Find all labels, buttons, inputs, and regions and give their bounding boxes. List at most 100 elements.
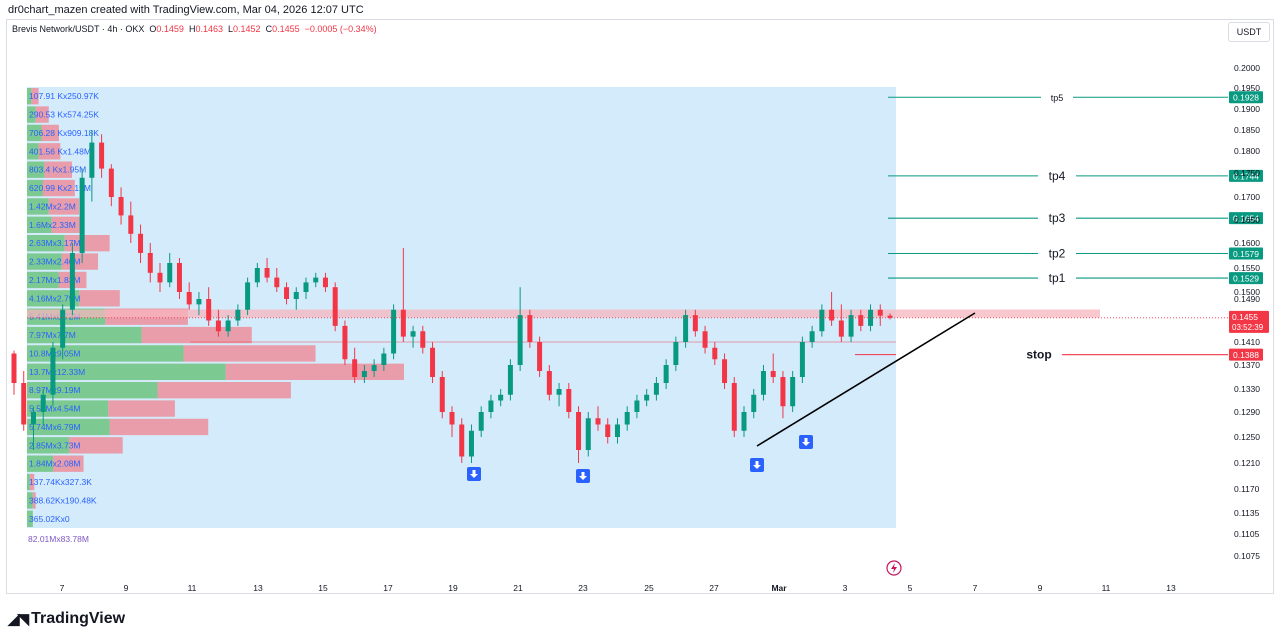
volume-profile-total: 82.01Mx83.78M [28,534,89,544]
candle-body [566,389,572,412]
close-label: C [265,24,273,34]
price-tag-text-tp2: 0.1579 [1233,249,1259,259]
candle-body [809,331,815,342]
candle-body [741,412,747,431]
candle-body [712,347,718,360]
volume-profile-buy-bar [27,492,33,509]
price-tag-stop [1229,348,1263,361]
y-axis-tick: 0.1290 [1234,407,1260,417]
candle-body [780,377,786,407]
volume-profile-sell-bar [108,400,175,417]
candle-body [449,412,455,425]
level-label-tp4: tp4 [1049,169,1066,183]
volume-profile-sell-bar [38,143,61,160]
volume-profile-label: 137.74Kx327.3K [29,477,92,487]
volume-profile-buy-bar [27,124,42,142]
volume-profile-buy-bar [27,473,30,491]
volume-profile-sell-bar [44,161,72,178]
volume-profile-buy-bar [27,253,62,270]
y-axis-tick: 0.1075 [1234,551,1260,561]
volume-profile-label: 2.17Mx1.83M [29,275,81,285]
candle-body [760,371,766,395]
candle-body [439,377,445,412]
candle-body [89,142,95,178]
volume-profile-label: 2.63Mx3.17M [29,238,81,248]
candle-body [692,315,698,332]
y-axis-tick: 0.1850 [1234,125,1260,135]
volume-profile-label: 7.97Mx7.7M [29,330,76,340]
y-axis-tick: 0.1105 [1234,529,1260,539]
volume-profile-label: 2.33Mx2.46M [29,257,81,267]
y-axis-tick: 0.1550 [1234,263,1260,273]
volume-profile-label: 290.53 Kx574.25K [29,110,99,120]
y-axis-tick: 0.1490 [1234,294,1260,304]
volume-profile-sell-bar [42,179,75,197]
candle-body [673,342,679,365]
candle-body [527,315,533,342]
y-axis-tick: 0.1250 [1234,432,1260,442]
volume-profile-label: 1.84Mx2.08M [29,459,81,469]
volume-profile-label: 1.6Mx2.33M [29,220,76,230]
x-axis-tick: 15 [318,583,328,593]
level-label-stop: stop [1026,348,1051,362]
candle-body [430,347,436,377]
candle-body [284,287,290,299]
volume-profile-sell-bar [51,216,84,233]
price-tag-text-tp4: 0.1744 [1233,171,1259,181]
y-axis-tick: 0.1170 [1234,484,1260,494]
poc-band [27,309,1100,318]
y-axis-tick: 0.1800 [1234,146,1260,156]
y-axis-tick: 0.1950 [1234,83,1260,93]
candle-body [517,315,523,365]
volume-profile-sell-bar [53,455,84,472]
x-axis-tick: 9 [1038,583,1043,593]
volume-profile-buy-bar [27,455,54,472]
candle-body [293,292,299,299]
candle-body [507,365,513,395]
currency-selector[interactable]: USDT [1228,22,1270,42]
candle-body [30,412,36,425]
candle-body [313,277,319,283]
y-axis-tick: 0.1900 [1234,104,1260,114]
volume-profile-label: 13.7Mx12.33M [29,367,85,377]
level-label-tp2: tp2 [1049,247,1066,261]
volume-profile-sell-bar [41,124,59,142]
candle-body [361,371,367,377]
candle-body [225,320,231,332]
candle-body [663,365,669,383]
candle-body [420,331,426,348]
y-axis-tick: 0.1750 [1234,168,1260,178]
candle-body [99,142,105,169]
candle-body [79,177,85,253]
volume-profile-sell-bar [29,473,35,491]
volume-profile-sell-bar [69,437,123,454]
candle-body [459,424,465,457]
price-tag-text-tp1: 0.1529 [1233,274,1259,284]
symbol-name[interactable]: Brevis Network/USDT · 4h · OKX [12,24,145,34]
volume-profile-label: 107.91 Kx250.97K [29,91,99,101]
volume-profile-buy-bar [27,235,65,252]
candle-body [254,268,260,283]
volume-profile-label: 388.62Kx190.48K [29,495,97,505]
candle-body [157,272,163,283]
candle-body [770,371,776,377]
lightning-icon[interactable] [886,560,902,576]
candle-body [634,400,640,412]
candle-body [614,424,620,437]
tradingview-mark-icon: ◢◥ [8,611,29,628]
candle-body [829,309,835,321]
level-label-tp1: tp1 [1049,271,1066,285]
x-axis-tick: 11 [188,583,197,593]
symbol-legend: Brevis Network/USDT · 4h · OKX O0.1459 H… [12,24,377,34]
trendline[interactable] [756,312,976,447]
volume-profile-sell-bar [225,363,404,380]
volume-profile-buy-bar [27,198,49,215]
candle-body [819,309,825,332]
candle-body [342,325,348,360]
x-axis-tick: 3 [843,583,848,593]
volume-profile-buy-bar [27,400,109,417]
volume-profile-buy-bar [27,106,36,123]
candle-body [50,347,56,395]
level-label-tp5: tp5 [1051,93,1064,103]
